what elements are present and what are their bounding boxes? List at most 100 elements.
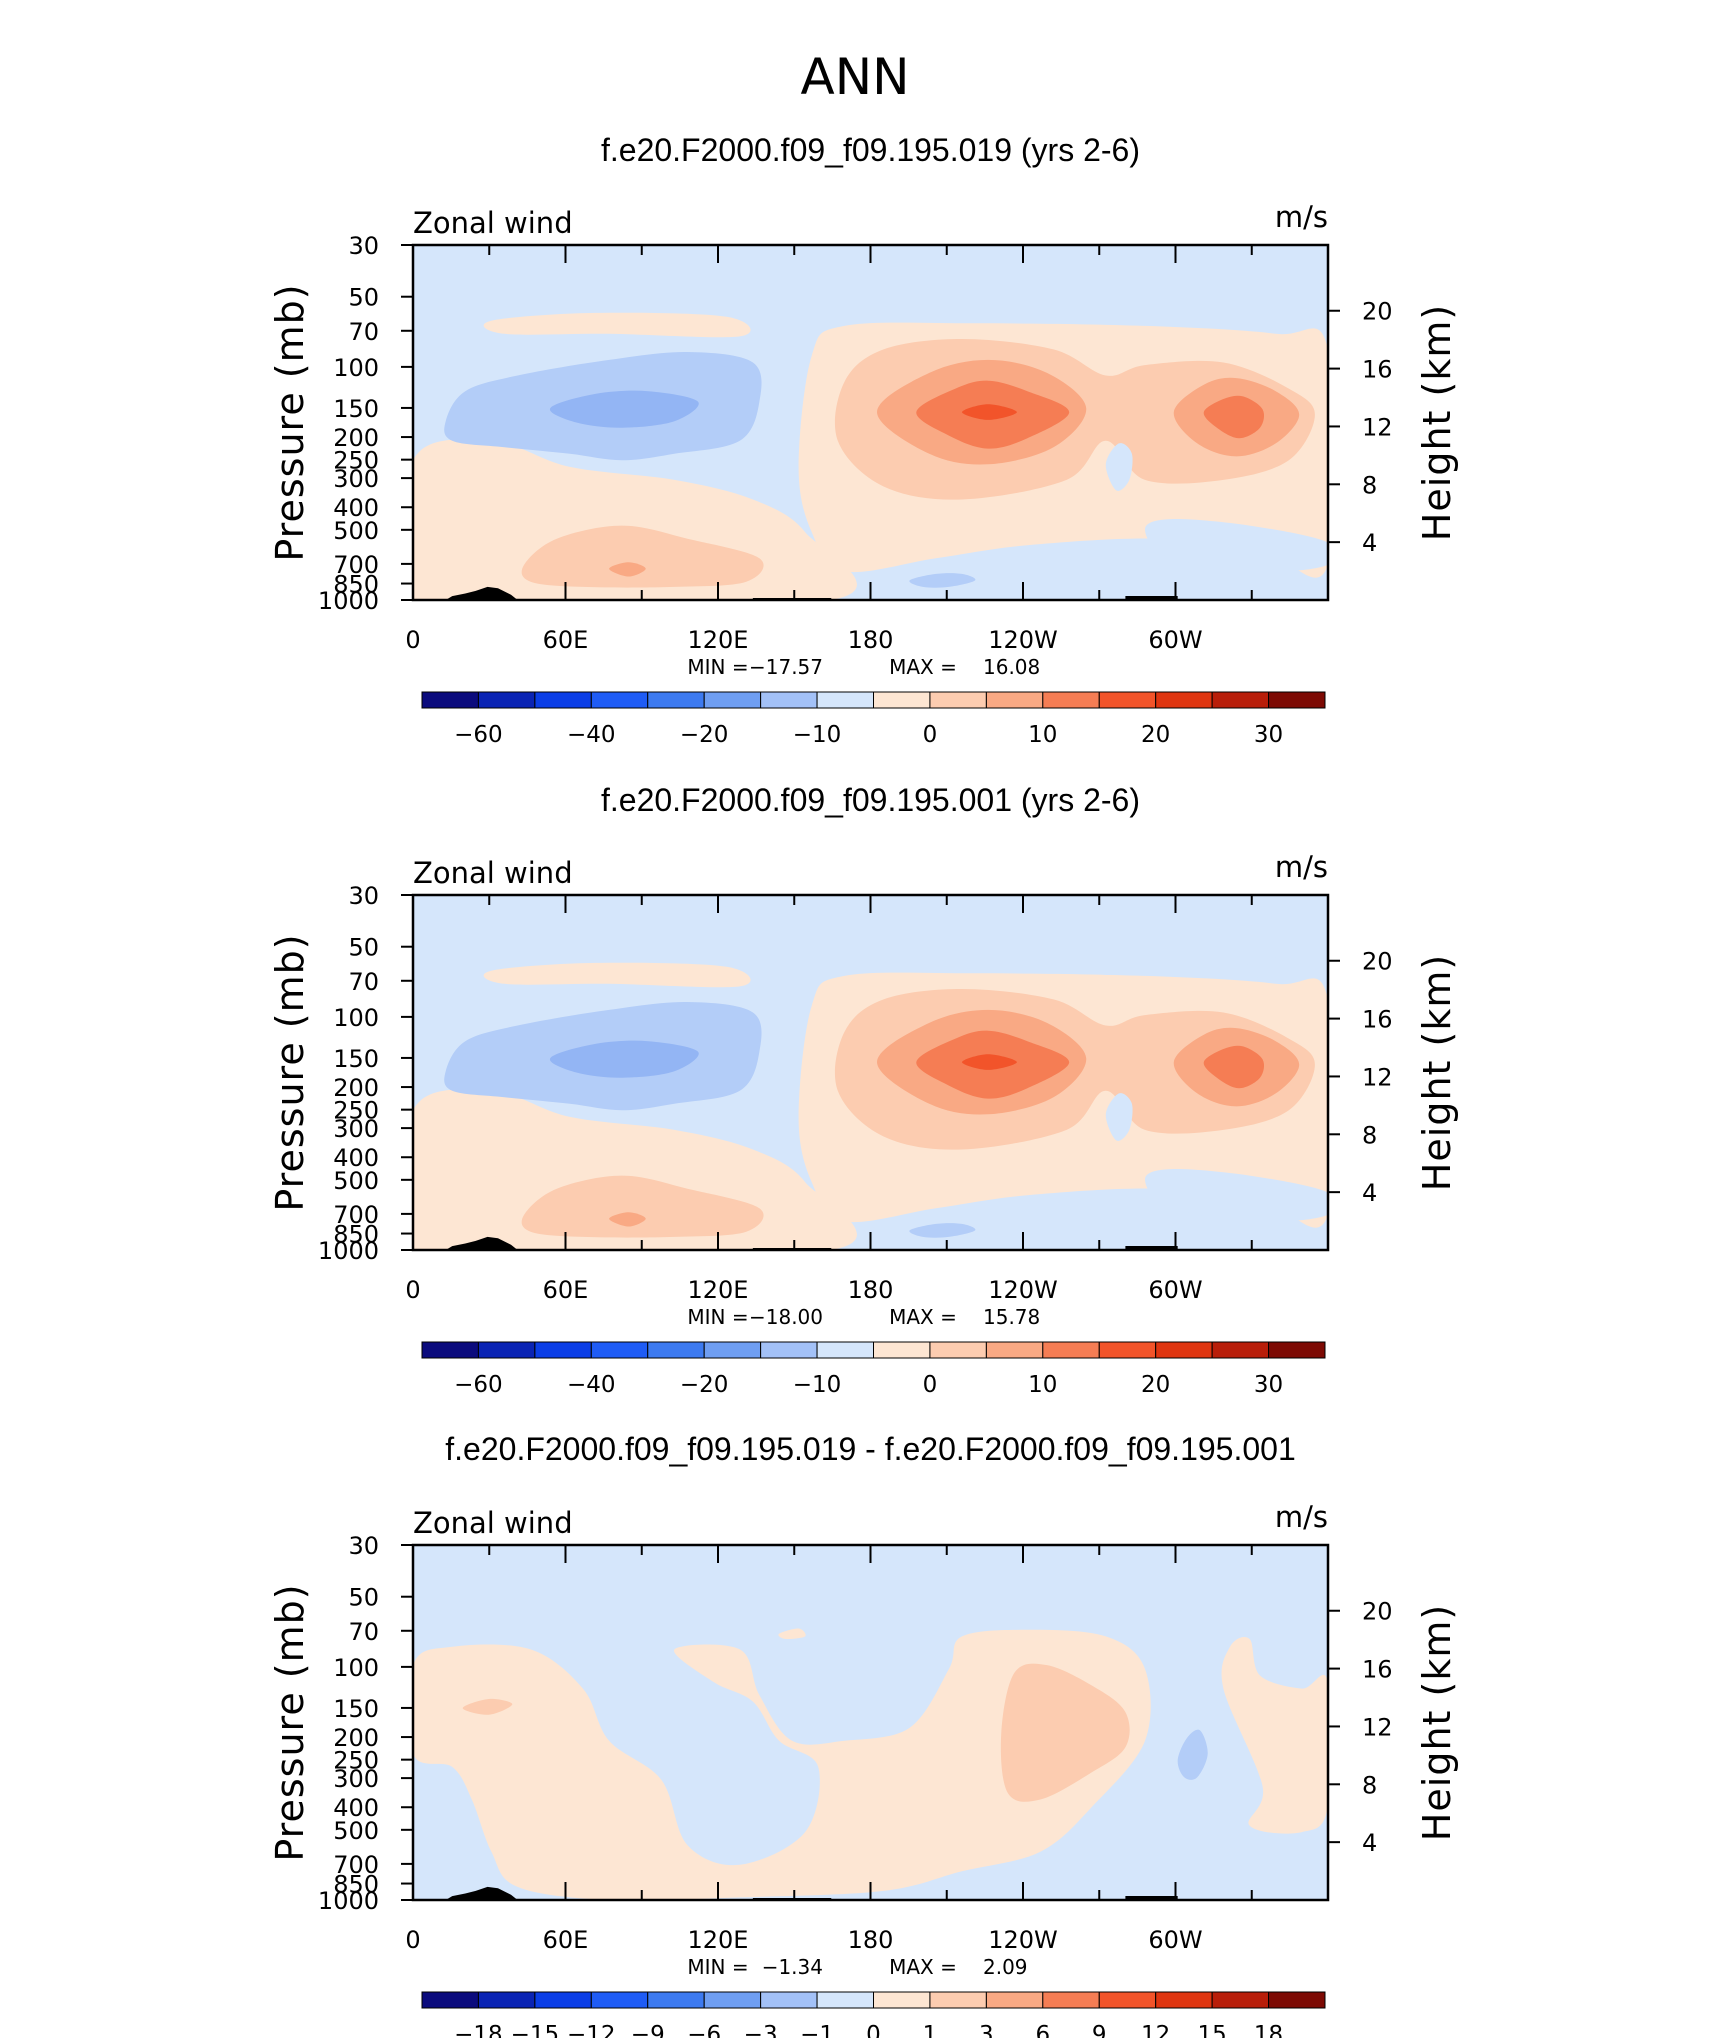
contour-region	[1085, 932, 1126, 975]
x-tick-label: 0	[405, 1926, 420, 1954]
contour-region	[549, 1040, 699, 1078]
min-value: −17.57	[749, 655, 823, 679]
colorbar-box	[985, 1341, 1044, 1359]
colorbar-box	[703, 1341, 762, 1359]
colorbar-tick-label: −10	[793, 1372, 842, 1398]
colorbar-tick-label: 10	[1028, 722, 1057, 748]
colorbar-box	[1098, 1341, 1157, 1359]
y-tick-label: 150	[333, 1045, 379, 1073]
x-tick-label: 60E	[543, 626, 589, 654]
topography	[1125, 1246, 1178, 1250]
x-tick-label: 120E	[688, 626, 749, 654]
colorbar-tick-label: −1	[800, 2022, 834, 2038]
topography	[445, 586, 518, 600]
y-tick-label: 50	[348, 934, 379, 962]
contour-region	[1177, 1729, 1208, 1780]
y-tick-label: 100	[333, 354, 379, 382]
y-tick-label-right: 8	[1362, 471, 1377, 499]
contour-region	[483, 962, 751, 988]
y-tick-label: 50	[348, 284, 379, 312]
y-tick-label: 250	[333, 1097, 379, 1125]
colorbar-box	[477, 691, 536, 709]
contour-region	[521, 525, 764, 588]
y-tick-label: 400	[333, 494, 379, 522]
x-tick-label: 60W	[1148, 1926, 1202, 1954]
y-tick-label: 1000	[318, 587, 379, 615]
colorbar-box	[873, 1991, 931, 2009]
colorbar-box	[929, 1991, 987, 2009]
contour-region	[1105, 1093, 1133, 1141]
colorbar-box	[1268, 1991, 1326, 2009]
y-tick-label-right: 8	[1362, 1121, 1377, 1149]
y-tick-label-right: 16	[1362, 356, 1393, 384]
colorbar-box	[534, 1991, 592, 2009]
colorbar-box	[985, 1991, 1044, 2009]
colorbar-tick-label: −40	[567, 722, 616, 748]
colorbar-box	[1155, 1991, 1213, 2009]
colorbar-tick-label: 20	[1141, 722, 1170, 748]
x-tick-label: 120W	[988, 626, 1058, 654]
y-tick-label: 700	[333, 1201, 379, 1229]
colorbar: −60 −40 −20 −10 0 10 20 30	[421, 691, 1326, 748]
y-tick-label-right: 12	[1362, 1713, 1393, 1741]
y-tick-label: 200	[333, 1724, 379, 1752]
y-tick-label: 1000	[318, 1237, 379, 1265]
colorbar-tick-label: −20	[680, 722, 729, 748]
colorbar-box	[1042, 1341, 1100, 1359]
x-tick-label: 120E	[688, 1276, 749, 1304]
y-tick-label: 700	[333, 551, 379, 579]
colorbar-tick-label: 30	[1254, 722, 1283, 748]
colorbar-box	[590, 691, 649, 709]
colorbar-box	[873, 691, 931, 709]
panel-2: f.e20.F2000.f09_f09.195.001 (yrs 2-6) Zon…	[268, 782, 1459, 1398]
y-tick-label-right: 4	[1362, 1829, 1377, 1857]
y-tick-label: 70	[348, 968, 379, 996]
y-tick-label: 400	[333, 1144, 379, 1172]
y-tick-label-right: 16	[1362, 1656, 1393, 1684]
colorbar-tick-label: 1	[923, 2022, 938, 2038]
colorbar-tick-label: −15	[511, 2022, 560, 2038]
colorbar-box	[1268, 1341, 1326, 1359]
y-tick-label-right: 4	[1362, 1179, 1377, 1207]
max-value: 15.78	[983, 1305, 1040, 1329]
contour-field	[413, 895, 1328, 1250]
min-value: −18.00	[749, 1305, 823, 1329]
y-tick-label-right: 8	[1362, 1771, 1377, 1799]
colorbar: −18 −15 −12 −9 −6 −3 −1 0 1 3 6 9 12 15 18	[421, 1991, 1326, 2042]
x-tick-label: 120W	[988, 1276, 1058, 1304]
units-label: m/s	[1275, 850, 1328, 884]
colorbar-tick-label: 10	[1028, 1372, 1057, 1398]
contour-region	[521, 1175, 764, 1238]
min-label: MIN =	[687, 1955, 748, 1979]
x-tick-label: 180	[848, 1926, 894, 1954]
colorbar-tick-label: −12	[567, 2022, 616, 2038]
min-label: MIN =	[687, 1305, 748, 1329]
contour-region	[909, 1223, 976, 1238]
topography	[1125, 596, 1178, 600]
y-tick-label: 150	[333, 1695, 379, 1723]
colorbar-box	[760, 691, 818, 709]
colorbar-box	[421, 1991, 479, 2009]
x-tick-label: 60W	[1148, 1276, 1202, 1304]
contour-region	[962, 404, 1017, 420]
colorbar-tick-label: 20	[1141, 1372, 1170, 1398]
units-label: m/s	[1275, 1500, 1328, 1534]
contour-region	[413, 1629, 1151, 1900]
colorbar-box	[816, 1991, 874, 2009]
colorbar-tick-label: −18	[454, 2022, 503, 2038]
contour-region	[1145, 519, 1328, 572]
x-tick-label: 60E	[543, 1276, 589, 1304]
colorbar-box	[1268, 691, 1326, 709]
x-tick-label: 120W	[988, 1926, 1058, 1954]
colorbar-box	[421, 691, 479, 709]
y-axis-label: Pressure (mb)	[268, 933, 312, 1211]
colorbar-tick-label: −40	[567, 1372, 616, 1398]
y-tick-label: 250	[333, 1747, 379, 1775]
y-tick-label: 700	[333, 1851, 379, 1879]
y-tick-label-right: 16	[1362, 1006, 1393, 1034]
y-tick-label: 30	[348, 882, 379, 910]
units-label: m/s	[1275, 200, 1328, 234]
colorbar-box	[929, 691, 987, 709]
y-tick-label: 1000	[318, 1887, 379, 1915]
y-tick-label-right: 20	[1362, 1598, 1393, 1626]
